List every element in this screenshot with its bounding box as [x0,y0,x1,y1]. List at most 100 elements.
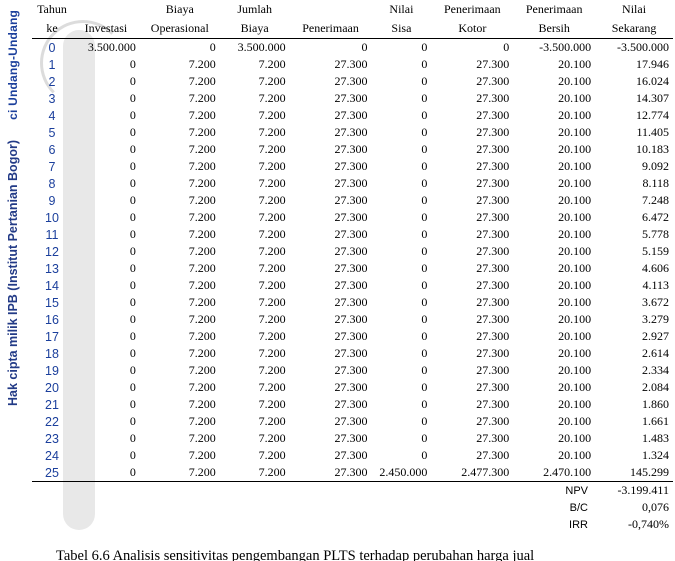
cell: 8 [32,175,72,192]
cell: 27.300 [290,209,372,226]
th: Jumlah [220,0,290,19]
summary-key: NPV [512,482,592,499]
th: Nilai [595,0,673,19]
cell: 15 [32,294,72,311]
cell: 7.200 [140,158,220,175]
cell: 0 [72,175,140,192]
sidebar-text-b: Hak cipta milik IPB (Institut Pertanian … [6,140,20,406]
cell: 0 [371,430,431,447]
cell: 11 [32,226,72,243]
th: Penerimaan [431,0,513,19]
cell: 0 [72,328,140,345]
th: Biaya [140,0,220,19]
cell: 27.300 [431,209,513,226]
cell: 0 [72,209,140,226]
summary-val: -3.199.411 [592,482,673,499]
table-row: 307.2007.20027.300027.30020.10014.307 [32,90,673,107]
cell: 0 [371,447,431,464]
cell: 7.200 [220,379,290,396]
th: Sisa [371,19,431,39]
cell: 16.024 [595,73,673,90]
cell: 9 [32,192,72,209]
cell: 7.200 [140,56,220,73]
cell: 14.307 [595,90,673,107]
cell: 0 [371,73,431,90]
cell: 0 [72,243,140,260]
cell: 0 [72,413,140,430]
cell: 6 [32,141,72,158]
cell: 17 [32,328,72,345]
caption-main: Tabel 6.6 Analisis sensitivitas pengemba… [56,548,534,561]
cell: 0 [72,260,140,277]
cell: 7.200 [220,124,290,141]
cell: 10.183 [595,141,673,158]
cell: 18 [32,345,72,362]
cell: 0 [371,311,431,328]
cell: 7.200 [220,464,290,482]
cell: 27.300 [290,362,372,379]
cell: 0 [72,345,140,362]
cell: 1.483 [595,430,673,447]
cell: 7.200 [220,158,290,175]
cell: 12 [32,243,72,260]
table-row: 2207.2007.20027.300027.30020.1001.661 [32,413,673,430]
cell: 27.300 [290,294,372,311]
spacer [32,516,512,533]
cell: 7.200 [220,294,290,311]
cell: 7.200 [220,311,290,328]
cell: 12.774 [595,107,673,124]
table-head: Tahun Biaya Jumlah Nilai Penerimaan Pene… [32,0,673,39]
cell: 20.100 [513,396,595,413]
table-body: 03.500.00003.500.000000-3.500.000-3.500.… [32,39,673,482]
cell: 27.300 [431,447,513,464]
cell: 0 [371,39,431,57]
cell: 7.200 [140,175,220,192]
table-row: 1907.2007.20027.300027.30020.1002.334 [32,362,673,379]
page: ci Undang-Undang Hak cipta milik IPB (In… [0,0,675,561]
cell: 7.200 [140,107,220,124]
th: Operasional [140,19,220,39]
cell: 27.300 [290,192,372,209]
table-row: 1207.2007.20027.300027.30020.1005.159 [32,243,673,260]
cell: 2.450.000 [371,464,431,482]
table-row: 1407.2007.20027.300027.30020.1004.113 [32,277,673,294]
cell: 27.300 [431,243,513,260]
table-row: 807.2007.20027.300027.30020.1008.118 [32,175,673,192]
cell: 27.300 [431,90,513,107]
cell: 4.113 [595,277,673,294]
cell: 7.200 [140,328,220,345]
cell: 7.200 [220,430,290,447]
cell: 7.200 [220,243,290,260]
cell: 20.100 [513,362,595,379]
content: Tahun Biaya Jumlah Nilai Penerimaan Pene… [32,0,673,561]
cell: 2 [32,73,72,90]
cell: 27.300 [431,158,513,175]
cell: 27.300 [431,294,513,311]
cell: 0 [371,328,431,345]
cell: 7.200 [220,56,290,73]
table-row: 407.2007.20027.300027.30020.10012.774 [32,107,673,124]
cell: 6.472 [595,209,673,226]
cell: 3.279 [595,311,673,328]
table-row: 2107.2007.20027.300027.30020.1001.860 [32,396,673,413]
cell: 145.299 [595,464,673,482]
cell: 27.300 [290,73,372,90]
cell: 27.300 [431,328,513,345]
cell: 3.500.000 [220,39,290,57]
cell: 7.200 [220,277,290,294]
cell: 0 [72,90,140,107]
cell: 27.300 [431,396,513,413]
table-row: 507.2007.20027.300027.30020.10011.405 [32,124,673,141]
summary-key: IRR [512,516,592,533]
summary-row: B/C0,076 [32,499,673,516]
cell: 25 [32,464,72,482]
cell: 27.300 [431,175,513,192]
cell: 7.200 [140,141,220,158]
table-row: 1307.2007.20027.300027.30020.1004.606 [32,260,673,277]
table-caption: Tabel 6.6 Analisis sensitivitas pengemba… [56,547,667,561]
cell: 16 [32,311,72,328]
cell: 1 [32,56,72,73]
cell: 0 [371,277,431,294]
cell: 5.159 [595,243,673,260]
cell: 24 [32,447,72,464]
